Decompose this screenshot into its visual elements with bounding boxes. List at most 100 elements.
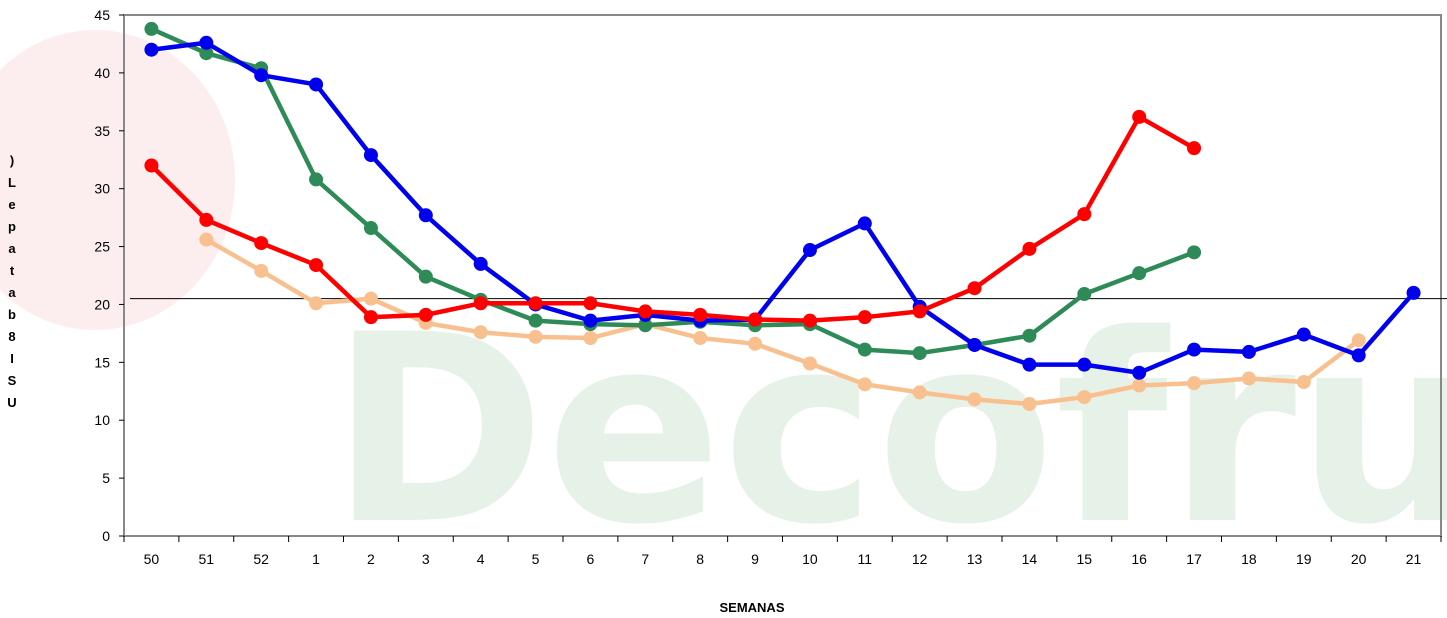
x-tick-label: 5 [532, 551, 540, 567]
data-point [144, 21, 159, 36]
data-point [802, 243, 817, 258]
x-tick-label: 13 [967, 551, 983, 567]
y-tick-label: 45 [94, 7, 110, 23]
data-point [418, 269, 433, 284]
x-tick-label: 19 [1296, 551, 1312, 567]
y-axis-title-char: e [8, 197, 15, 212]
x-tick-label: 10 [802, 551, 818, 567]
data-point [748, 336, 763, 351]
x-tick-label: 2 [367, 551, 375, 567]
data-point [473, 325, 488, 340]
y-tick-label: 40 [94, 65, 110, 81]
series-line [205, 237, 1361, 407]
data-point [857, 342, 872, 357]
data-point [802, 356, 817, 371]
data-point [967, 392, 982, 407]
data-point [1351, 333, 1366, 348]
data-point [1077, 207, 1092, 222]
data-point [309, 258, 324, 273]
data-point [1022, 241, 1037, 256]
data-point [363, 221, 378, 236]
series-3 [144, 109, 1202, 328]
y-axis-title-char: ) [10, 153, 14, 168]
data-point [144, 42, 159, 57]
data-point [1132, 109, 1147, 124]
data-point [309, 77, 324, 92]
data-point [199, 46, 214, 61]
x-tick-label: 4 [477, 551, 485, 567]
data-point [802, 313, 817, 328]
data-point [363, 148, 378, 163]
x-axis-title: SEMANAS [719, 600, 784, 615]
data-point [199, 212, 214, 227]
x-tick-label: 12 [912, 551, 928, 567]
data-point [1132, 378, 1147, 393]
y-axis: 0 5 10 15 20 25 30 35 40 45 [94, 7, 124, 544]
data-point [912, 385, 927, 400]
watermark-logo-shape [0, 30, 235, 330]
x-tick-label: 7 [641, 551, 649, 567]
series-line [149, 114, 1196, 323]
y-tick-label: 0 [102, 528, 110, 544]
y-axis-title-char: a [8, 241, 16, 256]
x-tick-label: 14 [1022, 551, 1038, 567]
data-point [1241, 371, 1256, 386]
data-point [418, 208, 433, 223]
y-axis-title-char: p [8, 219, 16, 234]
data-point [309, 172, 324, 187]
data-point [1022, 357, 1037, 372]
data-point [1296, 327, 1311, 342]
data-point [1132, 266, 1147, 281]
data-point [254, 263, 269, 278]
data-point [1241, 344, 1256, 359]
data-point [1022, 328, 1037, 343]
x-tick-label: 52 [253, 551, 269, 567]
x-tick-label: 11 [858, 551, 873, 567]
watermark: Decofrut [0, 30, 1447, 582]
data-point [199, 35, 214, 50]
y-axis-title-char: 8 [8, 329, 15, 344]
data-point [1022, 397, 1037, 412]
data-point [912, 304, 927, 319]
data-point [309, 296, 324, 311]
x-tick-label: 17 [1186, 551, 1202, 567]
data-point [363, 291, 378, 306]
y-axis-title-char: a [8, 285, 16, 300]
x-tick-label: 15 [1077, 551, 1093, 567]
y-tick-label: 35 [94, 123, 110, 139]
data-point [1187, 245, 1202, 260]
data-point [1187, 342, 1202, 357]
data-point [583, 313, 598, 328]
data-point [693, 307, 708, 322]
data-point [857, 310, 872, 325]
y-tick-label: 20 [94, 296, 110, 312]
data-point [748, 312, 763, 327]
data-point [638, 318, 653, 333]
data-point [1077, 390, 1092, 405]
y-axis-title-char: L [8, 175, 16, 190]
series-0 [199, 232, 1366, 412]
y-axis-title-char: S [8, 373, 17, 388]
series-line [151, 40, 1416, 376]
y-tick-label: 25 [94, 239, 110, 255]
y-tick-label: 10 [94, 412, 110, 428]
x-tick-label: 6 [587, 551, 595, 567]
x-tick-label: 51 [199, 551, 215, 567]
data-point [363, 310, 378, 325]
y-tick-label: 5 [102, 470, 110, 486]
x-axis: 50 51 52 1 2 3 4 5 6 7 8 9 10 11 12 13 14 15 16 17 18 19 20 21 [123, 536, 1442, 567]
data-point [473, 296, 488, 311]
data-point [254, 236, 269, 251]
data-point [638, 304, 653, 319]
x-tick-label: 1 [312, 551, 320, 567]
series-layer [144, 21, 1421, 412]
data-point [1132, 365, 1147, 380]
data-point [857, 377, 872, 392]
data-point [583, 296, 598, 311]
data-point [418, 307, 433, 322]
data-point [1296, 375, 1311, 390]
x-tick-label: 50 [144, 551, 160, 567]
data-point [1187, 141, 1202, 156]
